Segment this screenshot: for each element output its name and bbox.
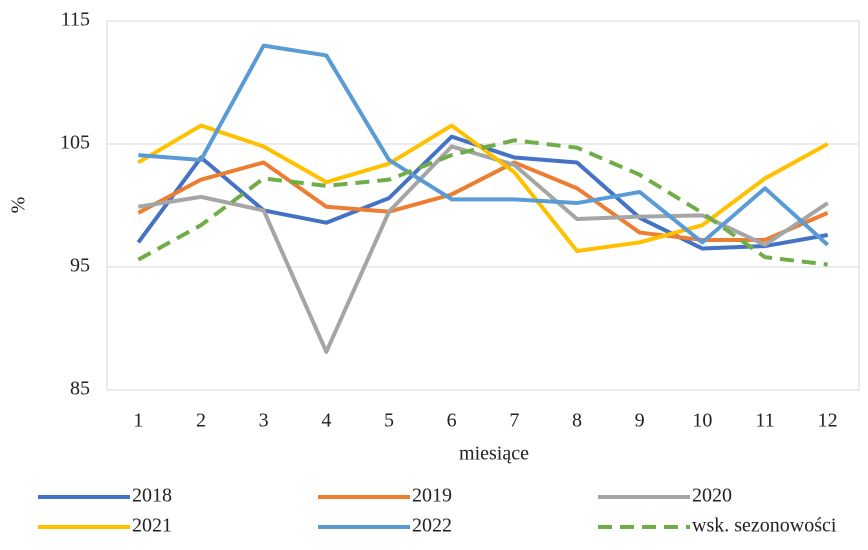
x-axis-title: miesiące	[459, 443, 529, 465]
legend-label: 2022	[412, 515, 452, 537]
x-tick-label: 8	[572, 410, 582, 432]
legend-label: 2021	[132, 515, 172, 537]
x-tick-label: 10	[692, 410, 712, 432]
legend-label: 2018	[132, 485, 172, 507]
x-tick-label: 12	[818, 410, 838, 432]
y-tick-label: 85	[70, 378, 90, 400]
series-line	[137, 160, 829, 242]
legend-label: 2019	[412, 485, 452, 507]
y-tick-label: 115	[61, 9, 90, 31]
y-tick-label: 95	[70, 255, 90, 277]
legend-label: 2020	[692, 485, 732, 507]
x-tick-label: 7	[509, 410, 519, 432]
x-tick-label: 11	[755, 410, 774, 432]
x-tick-label: 5	[384, 410, 394, 432]
x-tick-label: 3	[259, 410, 269, 432]
y-tick-label: 105	[60, 132, 90, 154]
series-line	[137, 138, 828, 267]
x-tick-label: 4	[321, 410, 331, 432]
legend-label: wsk. sezonowości	[692, 515, 837, 537]
x-tick-label: 1	[133, 410, 143, 432]
x-tick-label: 9	[635, 410, 645, 432]
x-tick-label: 6	[447, 410, 457, 432]
series-line	[138, 43, 830, 247]
y-axis-title: %	[8, 197, 30, 214]
x-tick-label: 2	[196, 410, 206, 432]
